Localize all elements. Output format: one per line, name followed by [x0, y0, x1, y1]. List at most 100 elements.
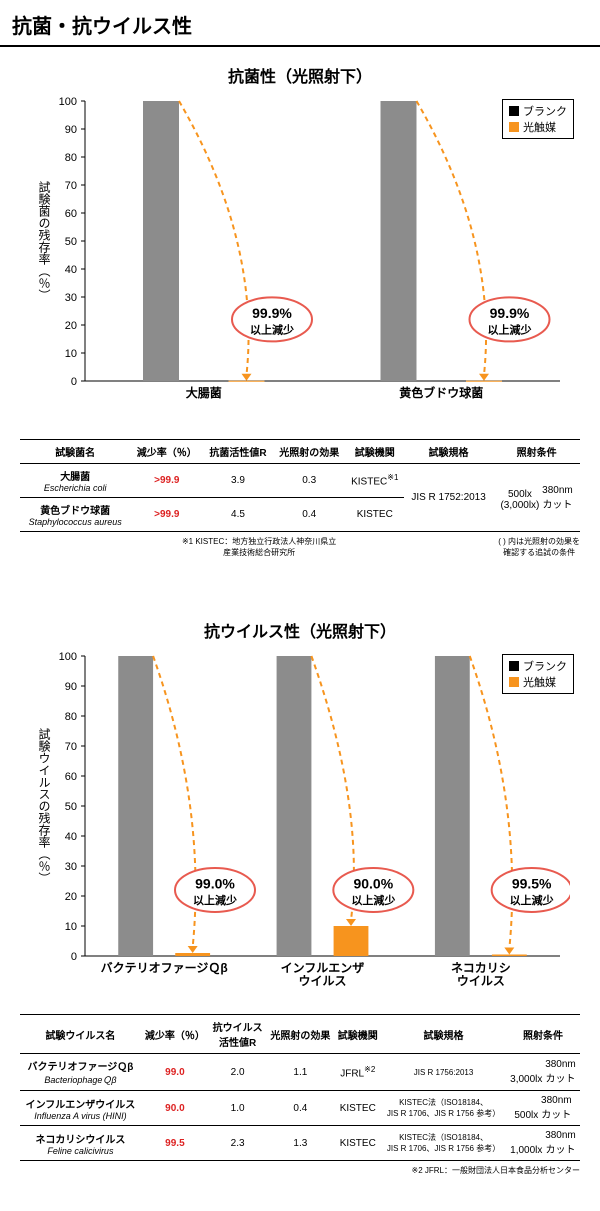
- svg-text:100: 100: [59, 651, 77, 663]
- svg-text:20: 20: [65, 320, 77, 332]
- svg-text:40: 40: [65, 264, 77, 276]
- svg-text:70: 70: [65, 741, 77, 753]
- chart1-title: 抗菌性（光照射下）: [20, 63, 580, 87]
- rate: >99.9: [130, 498, 203, 532]
- chart1-wrap: ブランク 光触媒 0102030405060708090100試験菌の残存率（％…: [20, 93, 580, 423]
- chart2-title: 抗ウイルス性（光照射下）: [20, 618, 580, 642]
- chart1-block: 抗菌性（光照射下） ブランク 光触媒 010203040506070809010…: [0, 63, 600, 431]
- legend-label-blank: ブランク: [523, 103, 567, 119]
- svg-text:30: 30: [65, 292, 77, 304]
- col-header: 抗菌活性値R: [203, 440, 273, 464]
- table1: 試験菌名減少率（％）抗菌活性値R光照射の効果試験機関試験規格照射条件大腸菌Esc…: [20, 439, 580, 532]
- cond: 500lx(3,000lx) 380nmカット: [493, 464, 580, 532]
- legend-label-photo: 光触媒: [523, 119, 556, 135]
- legend-swatch-photo: [509, 677, 519, 687]
- rate: 99.5: [141, 1126, 209, 1161]
- chart1-svg: 0102030405060708090100試験菌の残存率（％）99.9%以上減…: [30, 93, 570, 423]
- svg-text:以上減少: 以上減少: [488, 322, 532, 336]
- rate: 90.0: [141, 1091, 209, 1126]
- col-header: 光照射の効果: [266, 1015, 334, 1054]
- svg-text:ウイルス: ウイルス: [298, 974, 346, 988]
- col-header: 試験機関: [334, 1015, 381, 1054]
- row-name: バクテリオファージＱβBacteriophageＱβ: [20, 1054, 141, 1091]
- std: KISTEC法（ISO18184、JIS R 1706、JIS R 1756 参…: [381, 1091, 506, 1126]
- svg-text:100: 100: [59, 96, 77, 108]
- rate: >99.9: [130, 464, 203, 498]
- svg-text:10: 10: [65, 921, 77, 933]
- r-value: 2.3: [209, 1126, 266, 1161]
- col-header: 試験ウイルス名: [20, 1015, 141, 1054]
- r-value: 1.0: [209, 1091, 266, 1126]
- legend-label-photo: 光触媒: [523, 674, 556, 690]
- svg-text:ウイルス: ウイルス: [457, 974, 505, 988]
- effect: 1.3: [266, 1126, 334, 1161]
- svg-text:99.0%: 99.0%: [195, 876, 235, 892]
- svg-text:ネコカリシ: ネコカリシ: [451, 961, 511, 975]
- svg-text:90: 90: [65, 681, 77, 693]
- col-header: 照射条件: [506, 1015, 580, 1054]
- row-name: インフルエンザウイルスInfluenza A virus (HINI): [20, 1091, 141, 1126]
- org: KISTEC: [334, 1126, 381, 1161]
- rate: 99.0: [141, 1054, 209, 1091]
- chart2-svg: 0102030405060708090100試験ウイルスの残存率（％）99.0%…: [30, 648, 570, 998]
- svg-text:以上減少: 以上減少: [193, 893, 237, 907]
- chart2-legend: ブランク 光触媒: [502, 654, 574, 694]
- std: JIS R 1756:2013: [381, 1054, 506, 1091]
- cond: 3,000lx 380nmカット: [506, 1054, 580, 1091]
- legend-swatch-blank: [509, 106, 519, 116]
- r-value: 4.5: [203, 498, 273, 532]
- svg-text:90.0%: 90.0%: [353, 876, 393, 892]
- page-title: 抗菌・抗ウイルス性: [0, 0, 600, 47]
- legend-label-blank: ブランク: [523, 658, 567, 674]
- col-header: 減少率（％）: [130, 440, 203, 464]
- svg-text:インフルエンザ: インフルエンザ: [281, 961, 365, 975]
- row-name: 大腸菌Escherichia coli: [20, 464, 130, 498]
- svg-text:50: 50: [65, 236, 77, 248]
- col-header: 減少率（％）: [141, 1015, 209, 1054]
- std: JIS R 1752:2013: [404, 464, 493, 532]
- table1-foot-left: ※1 KISTEC：地方独立行政法人神奈川県立産業技術総合研究所: [182, 536, 336, 558]
- table2-foot-right: ※2 JFRL：一般財団法人日本食品分析センター: [412, 1165, 581, 1176]
- org: KISTEC: [334, 1091, 381, 1126]
- svg-text:試験ウイルスの残存率（％）: 試験ウイルスの残存率（％）: [37, 727, 51, 884]
- org: KISTEC※1: [346, 464, 404, 498]
- svg-text:試験菌の残存率（％）: 試験菌の残存率（％）: [37, 180, 51, 301]
- r-value: 3.9: [203, 464, 273, 498]
- col-header: 試験規格: [404, 440, 493, 464]
- chart2-wrap: ブランク 光触媒 0102030405060708090100試験ウイルスの残存…: [20, 648, 580, 998]
- legend-swatch-photo: [509, 122, 519, 132]
- svg-text:20: 20: [65, 891, 77, 903]
- svg-text:60: 60: [65, 208, 77, 220]
- svg-text:50: 50: [65, 801, 77, 813]
- row-name: 黄色ブドウ球菌Staphylococcus aureus: [20, 498, 130, 532]
- svg-text:10: 10: [65, 348, 77, 360]
- svg-text:99.5%: 99.5%: [512, 876, 552, 892]
- legend-swatch-blank: [509, 661, 519, 671]
- cond: 500lx 380nmカット: [506, 1091, 580, 1126]
- svg-text:99.9%: 99.9%: [252, 305, 292, 321]
- org: JFRL※2: [334, 1054, 381, 1091]
- svg-text:黄色ブドウ球菌: 黄色ブドウ球菌: [399, 385, 483, 400]
- svg-text:以上減少: 以上減少: [510, 893, 554, 907]
- svg-text:0: 0: [71, 376, 77, 388]
- std: KISTEC法（ISO18184、JIS R 1706、JIS R 1756 参…: [381, 1126, 506, 1161]
- table1-footnotes: ※1 KISTEC：地方独立行政法人神奈川県立産業技術総合研究所 ( ) 内は光…: [20, 536, 580, 558]
- row-name: ネコカリシウイルスFeline calicivirus: [20, 1126, 141, 1161]
- table1-foot-right: ( ) 内は光照射の効果を確認する追試の条件: [498, 536, 580, 558]
- svg-text:バクテリオファージＱβ: バクテリオファージＱβ: [101, 961, 228, 975]
- col-header: 試験規格: [381, 1015, 506, 1054]
- table2-footnotes: ※2 JFRL：一般財団法人日本食品分析センター: [20, 1165, 580, 1176]
- svg-text:99.9%: 99.9%: [490, 305, 530, 321]
- effect: 0.4: [273, 498, 346, 532]
- chart1-legend: ブランク 光触媒: [502, 99, 574, 139]
- svg-text:0: 0: [71, 951, 77, 963]
- svg-text:70: 70: [65, 180, 77, 192]
- cond: 1,000lx 380nmカット: [506, 1126, 580, 1161]
- org: KISTEC: [346, 498, 404, 532]
- svg-text:80: 80: [65, 711, 77, 723]
- table2: 試験ウイルス名減少率（％）抗ウイルス活性値R光照射の効果試験機関試験規格照射条件…: [20, 1014, 580, 1161]
- r-value: 2.0: [209, 1054, 266, 1091]
- svg-text:30: 30: [65, 861, 77, 873]
- svg-text:以上減少: 以上減少: [351, 893, 395, 907]
- svg-text:90: 90: [65, 124, 77, 136]
